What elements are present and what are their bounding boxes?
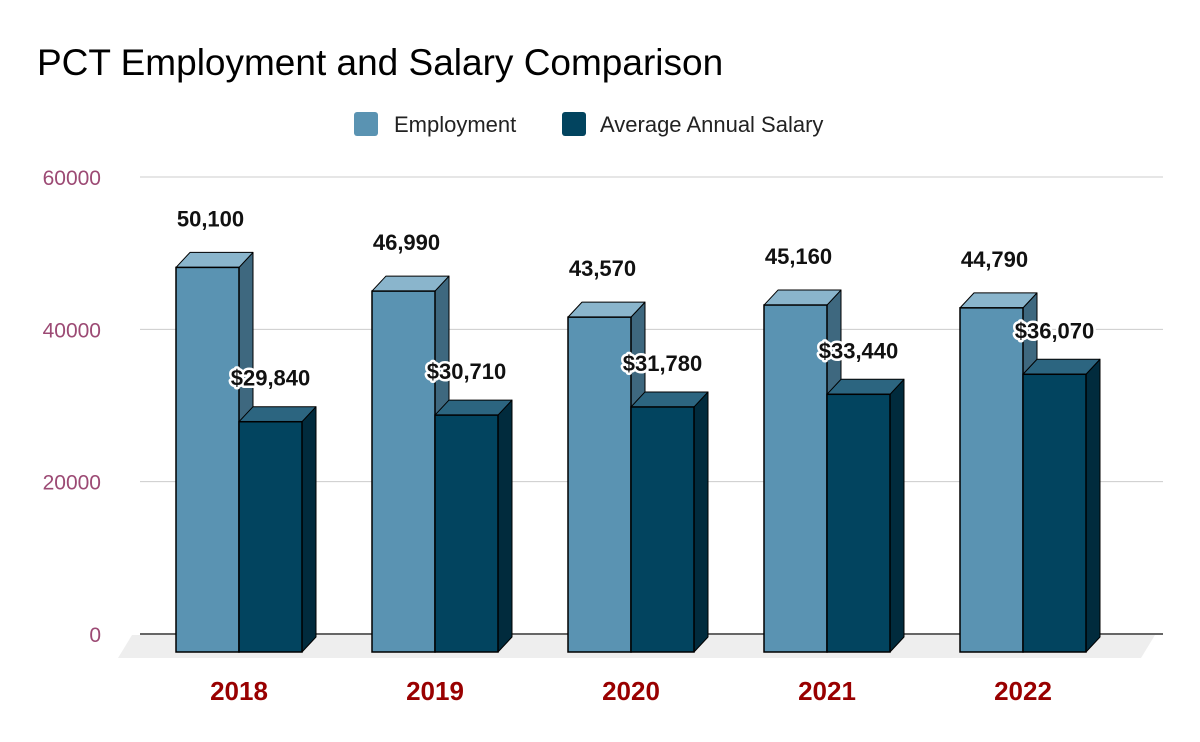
- data-label-employment-2021: 45,160: [765, 244, 832, 269]
- data-label-employment-2022: 44,790: [961, 247, 1028, 272]
- bar-employment-2018-front: [175, 266, 240, 653]
- data-label-average-annual-salary-2022: $36,070: [1015, 318, 1095, 343]
- bar-employment-2021-top: [763, 289, 842, 306]
- x-tick-label-2022: 2022: [994, 676, 1052, 706]
- x-tick-label-2020: 2020: [602, 676, 660, 706]
- bar-employment-2020-front: [567, 316, 632, 653]
- chart-title: PCT Employment and Salary Comparison: [37, 42, 723, 83]
- bar-average-annual-salary-2022-front: [1022, 373, 1087, 653]
- bar-employment-2019-front: [371, 290, 436, 653]
- legend: Employment Average Annual Salary: [354, 112, 823, 137]
- bar-average-annual-salary-2018-side: [301, 406, 317, 653]
- data-label-employment-2020: 43,570: [569, 256, 636, 281]
- y-tick-label-0: 0: [89, 624, 101, 647]
- bar-average-annual-salary-2022-top: [1022, 358, 1101, 375]
- bar-employment-2020-top: [567, 301, 646, 318]
- data-label-employment-2019: 46,990: [373, 230, 440, 255]
- bar-average-annual-salary-2018: [238, 406, 317, 653]
- x-axis: 2018 2019 2020 2021 2022: [210, 676, 1052, 706]
- legend-swatch-employment: [354, 112, 378, 136]
- bar-average-annual-salary-2020-side: [693, 391, 709, 653]
- bar-average-annual-salary-2019-front: [434, 414, 499, 653]
- bar-average-annual-salary-2021-top: [826, 378, 905, 395]
- bar-employment-2021-front: [763, 304, 828, 653]
- data-label-average-annual-salary-2020: $31,780: [623, 351, 703, 376]
- bar-average-annual-salary-2022-side: [1085, 358, 1101, 653]
- bar-employment-2022-top: [959, 292, 1038, 309]
- bar-average-annual-salary-2019-top: [434, 399, 513, 416]
- bar-average-annual-salary-2021: [826, 378, 905, 653]
- legend-label-employment: Employment: [394, 112, 516, 137]
- bar-employment-2018: [175, 251, 254, 653]
- data-label-average-annual-salary-2019: $30,710: [427, 359, 507, 384]
- legend-label-salary: Average Annual Salary: [600, 112, 823, 137]
- y-axis: 0 20000 40000 60000: [43, 167, 101, 647]
- bar-average-annual-salary-2021-front: [826, 393, 891, 653]
- bar-average-annual-salary-2018-top: [238, 406, 317, 423]
- bar-average-annual-salary-2019: [434, 399, 513, 653]
- bar-employment-2019-top: [371, 275, 450, 292]
- bar-average-annual-salary-2020-top: [630, 391, 709, 408]
- bar-average-annual-salary-2020-front: [630, 406, 695, 653]
- bar-average-annual-salary-2020: [630, 391, 709, 653]
- y-tick-label-60000: 60000: [43, 167, 101, 190]
- x-tick-label-2019: 2019: [406, 676, 464, 706]
- bar-average-annual-salary-2021-side: [889, 378, 905, 653]
- bar-average-annual-salary-2018-front: [238, 420, 303, 653]
- legend-swatch-salary: [562, 112, 586, 136]
- bar-employment-2018-top: [175, 251, 254, 268]
- y-tick-label-20000: 20000: [43, 472, 101, 495]
- data-label-average-annual-salary-2018: $29,840: [231, 366, 311, 391]
- data-label-employment-2018: 50,100: [177, 206, 244, 231]
- y-tick-label-40000: 40000: [43, 319, 101, 342]
- data-label-average-annual-salary-2021: $33,440: [819, 338, 899, 363]
- bar-employment-2022-front: [959, 307, 1024, 653]
- x-tick-label-2018: 2018: [210, 676, 268, 706]
- bar-average-annual-salary-2019-side: [497, 399, 513, 653]
- bar-average-annual-salary-2022: [1022, 358, 1101, 653]
- bars: [175, 251, 1101, 653]
- data-labels: 50,100 $29,840 46,990 $30,710 43,570 $31,780 4…: [177, 206, 1097, 393]
- x-tick-label-2021: 2021: [798, 676, 856, 706]
